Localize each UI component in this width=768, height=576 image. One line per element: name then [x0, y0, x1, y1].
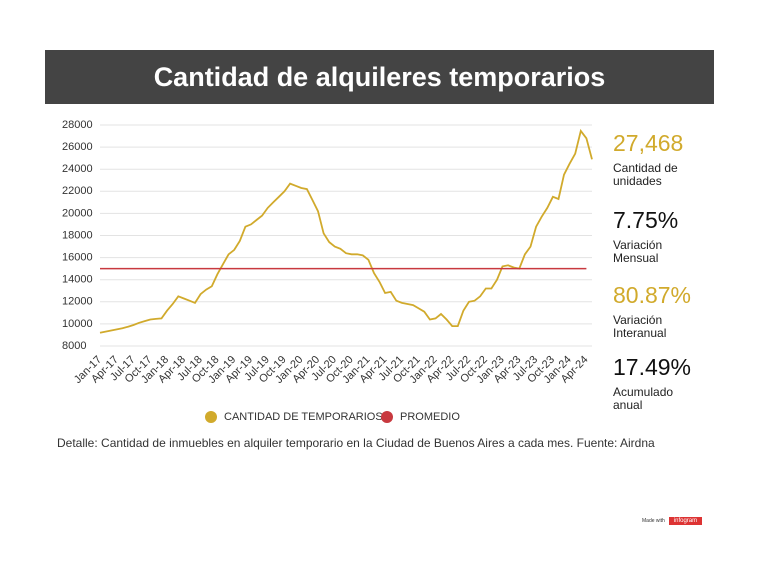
- y-tick-label: 26000: [62, 141, 93, 153]
- legend-marker: [381, 411, 393, 423]
- stat: 80.87% Variación Interanual: [613, 282, 723, 340]
- credit-text: Made with: [642, 518, 665, 524]
- series-line: [99, 128, 593, 334]
- note: Detalle: Cantidad de inmuebles en alquil…: [57, 436, 655, 450]
- y-tick-label: 22000: [62, 185, 93, 197]
- stat: 27,468 Cantidad de unidades: [613, 130, 723, 188]
- y-tick-label: 8000: [62, 340, 86, 352]
- stat-label: Variación Mensual: [613, 238, 663, 265]
- y-tick-label: 12000: [62, 296, 93, 308]
- y-tick-label: 10000: [62, 318, 93, 330]
- legend-label: PROMEDIO: [400, 411, 460, 423]
- credit: Made with infogram: [642, 517, 703, 525]
- stat: 7.75% Variación Mensual: [613, 207, 723, 265]
- y-tick-label: 28000: [62, 119, 93, 131]
- legend-label: CANTIDAD DE TEMPORARIOS: [224, 411, 383, 423]
- stat-value: 80.87%: [613, 282, 692, 308]
- stat-value: 27,468: [613, 130, 684, 156]
- stat-value: 17.49%: [613, 354, 692, 380]
- y-tick-label: 20000: [62, 207, 93, 219]
- stat-label: Acumulado anual: [613, 385, 674, 412]
- stat-label: Variación Interanual: [613, 313, 667, 340]
- y-tick-label: 16000: [62, 252, 93, 264]
- stat: 17.49% Acumulado anual: [613, 354, 723, 412]
- header-title: Cantidad de alquileres temporarios: [45, 50, 714, 104]
- legend-marker: [205, 411, 217, 423]
- y-tick-label: 14000: [62, 274, 93, 286]
- y-tick-label: 24000: [62, 163, 93, 175]
- y-tick-label: 18000: [62, 229, 93, 241]
- stat-value: 7.75%: [613, 207, 679, 233]
- credit-brand: infogram: [668, 517, 703, 525]
- stat-label: Cantidad de unidades: [613, 161, 678, 188]
